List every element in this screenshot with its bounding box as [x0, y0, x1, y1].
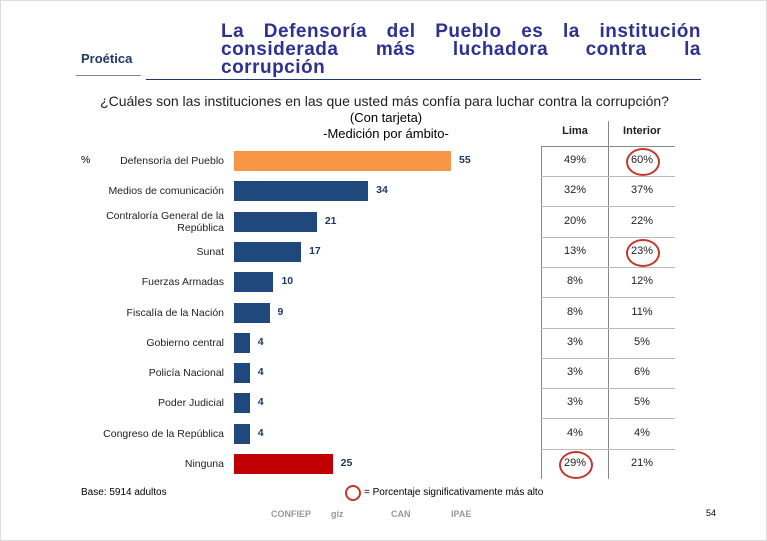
bar	[234, 454, 333, 474]
highlight-circle	[559, 451, 593, 479]
column-header: Lima	[562, 125, 588, 137]
rule	[76, 75, 141, 76]
category-label: Policía Nacional	[148, 367, 224, 380]
title-line: considerada más luchadora contra la	[221, 39, 701, 60]
value-label: 9	[277, 305, 284, 318]
table-line	[541, 388, 675, 390]
logo: CAN	[391, 509, 411, 519]
bar	[234, 272, 274, 293]
value-label: 4	[257, 335, 264, 348]
bar	[234, 423, 250, 444]
table-line	[541, 146, 675, 147]
category-label: Poder Judicial	[158, 397, 224, 410]
cell: 21%	[630, 457, 654, 469]
table-line	[541, 266, 675, 268]
value-label: 21	[324, 214, 337, 227]
cell: 37%	[630, 184, 654, 197]
bar	[234, 181, 369, 202]
category-label: Defensoría del Pueblo	[120, 155, 224, 167]
bar	[234, 393, 250, 414]
bar	[234, 363, 250, 384]
cell: 12%	[630, 275, 654, 288]
value-label: 17	[309, 244, 321, 257]
table-line	[608, 121, 609, 479]
cell: 5%	[634, 335, 650, 348]
cell: 4%	[567, 426, 583, 439]
title-line: corrupción	[221, 57, 326, 78]
value-label: 25	[340, 457, 353, 469]
category-label: Fiscalía de la Nación	[126, 306, 224, 319]
table-line	[541, 146, 542, 479]
cell: 20%	[563, 214, 587, 227]
logo: CONFIEP	[271, 509, 312, 519]
cell: 5%	[634, 396, 650, 409]
category-label: Sunat	[196, 245, 224, 258]
table-line	[541, 176, 675, 177]
bar	[234, 211, 317, 232]
legend-circle	[345, 485, 361, 501]
cell: 6%	[634, 366, 650, 379]
table-line	[541, 418, 675, 420]
column-header: Interior	[623, 125, 661, 137]
value-label: 34	[376, 184, 388, 197]
category-label: Fuerzas Armadas	[141, 276, 224, 289]
table-line	[541, 327, 675, 329]
table-line	[541, 297, 675, 299]
title-line: La Defensoría del Pueblo es la instituci…	[221, 21, 701, 42]
cell: 13%	[563, 244, 587, 257]
highlight-circle	[626, 148, 660, 176]
logo: Proética	[81, 51, 133, 66]
bar	[234, 332, 250, 353]
category-label: Gobierno central	[146, 336, 224, 349]
page-number: 54	[706, 508, 717, 518]
highlight-circle	[626, 238, 660, 267]
subtitle: -Medición por ámbito-	[323, 126, 449, 141]
category-label: Congreso de la República	[103, 427, 224, 440]
cell: 22%	[630, 214, 654, 227]
bar	[234, 241, 302, 262]
category-label: Ninguna	[184, 458, 224, 470]
cell: 49%	[563, 154, 587, 166]
table-line	[541, 448, 675, 450]
category-label: Contraloría General de la República	[106, 209, 224, 234]
table-line	[541, 357, 675, 359]
cell: 3%	[567, 396, 583, 409]
bar	[234, 151, 451, 171]
subtitle: (Con tarjeta)	[349, 110, 423, 125]
question: ¿Cuáles son las instituciones en las que…	[100, 93, 669, 109]
category-label: Medios de comunicación	[108, 185, 224, 198]
value-label: 4	[257, 396, 264, 409]
value-label: 4	[257, 366, 264, 379]
value-label: 55	[459, 154, 471, 166]
base: Base: 5914 adultos	[81, 487, 167, 498]
cell: 3%	[567, 335, 583, 348]
cell: 8%	[567, 305, 583, 318]
bar	[234, 302, 270, 323]
cell: 11%	[631, 305, 653, 318]
cell: 32%	[563, 184, 587, 197]
rule	[146, 79, 701, 80]
legend: = Porcentaje significativamente más alto	[364, 487, 544, 498]
logo: IPAE	[451, 509, 472, 519]
cell: 4%	[634, 426, 650, 439]
table-line	[541, 206, 675, 208]
value-label: 10	[281, 275, 294, 288]
table-line	[541, 236, 675, 238]
cell: 3%	[567, 366, 583, 379]
unit: %	[81, 154, 91, 166]
cell: 8%	[567, 275, 583, 288]
logo: giz	[331, 509, 344, 519]
value-label: 4	[257, 426, 264, 439]
